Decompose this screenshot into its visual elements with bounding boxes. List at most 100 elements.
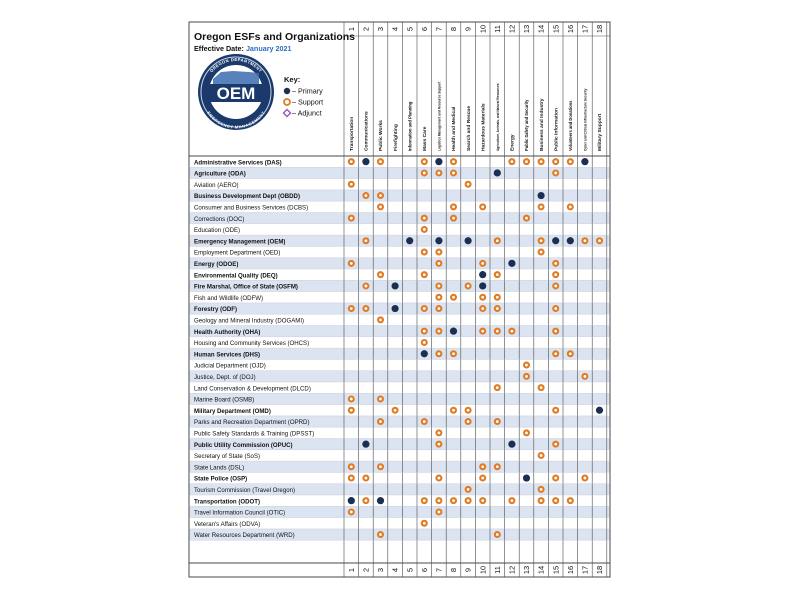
support-mark-center (481, 499, 485, 503)
esf-number-footer: 2 (362, 568, 371, 572)
organization-name: Tourism Commission (Travel Oregon) (194, 487, 295, 494)
support-mark-center (554, 273, 558, 277)
esf-number-footer: 8 (449, 568, 458, 572)
support-mark-center (437, 442, 441, 446)
support-mark-center (495, 273, 499, 277)
support-mark-center (364, 194, 368, 197)
support-mark-center (554, 284, 558, 288)
support-mark-center (495, 533, 499, 536)
support-mark-center (466, 182, 470, 186)
esf-number-footer: 4 (391, 568, 400, 572)
support-mark-center (452, 216, 455, 220)
row-stripe (189, 370, 610, 382)
row-stripe (189, 167, 610, 179)
primary-mark (449, 327, 458, 335)
support-mark-center (379, 205, 382, 209)
support-mark-center (554, 499, 558, 503)
primary-mark (391, 282, 399, 290)
support-mark-center (437, 352, 441, 356)
esf-number-footer: 11 (493, 566, 502, 574)
esf-number-footer: 18 (595, 566, 604, 574)
support-mark-center (452, 499, 455, 503)
esf-name-header: Volunteers and Donations (568, 100, 573, 151)
organization-name: Fire Marshal, Office of State (OSFM) (194, 284, 298, 291)
esf-number-header: 11 (493, 25, 502, 33)
support-mark-center (583, 476, 587, 480)
support-mark-center (437, 261, 441, 265)
support-mark-center (364, 499, 368, 503)
support-mark-center (466, 408, 470, 412)
support-mark-center (568, 499, 572, 503)
esf-number-header: 14 (537, 25, 546, 33)
primary-mark (566, 237, 574, 245)
support-mark-center (364, 476, 368, 480)
esf-name-header: Public Information (553, 108, 559, 151)
support-mark-center (379, 194, 382, 197)
organization-name: Energy (ODOE) (194, 261, 238, 268)
support-mark-center (437, 295, 441, 299)
key-primary-label: – Primary (292, 87, 323, 96)
support-mark-center (554, 352, 558, 356)
organization-name: Housing and Community Services (OHCS) (194, 340, 309, 347)
support-mark-center (379, 318, 382, 322)
support-mark-center (437, 171, 441, 175)
logo-wordmark: OEM (217, 84, 256, 103)
support-mark-center (481, 261, 485, 265)
support-mark-center (452, 171, 455, 175)
support-mark-center (379, 420, 382, 423)
esf-number-header: 16 (566, 25, 575, 33)
support-mark-center (481, 205, 485, 209)
row-stripe (189, 302, 610, 315)
support-mark-center (364, 307, 368, 310)
support-mark-center (452, 205, 455, 209)
support-mark-center (495, 465, 499, 469)
primary-mark (522, 474, 531, 482)
support-mark-center (554, 442, 558, 446)
support-mark-center (539, 239, 543, 243)
support-mark-center (525, 431, 528, 435)
esf-number-header: 3 (376, 27, 385, 31)
esf-name-header: Mass Care (422, 126, 428, 151)
support-mark-center (481, 329, 485, 333)
support-mark-center (554, 160, 558, 164)
support-mark-center (539, 386, 543, 390)
esf-number-footer: 14 (537, 566, 546, 574)
support-mark-center (437, 329, 441, 333)
esf-number-header: 8 (449, 27, 458, 31)
organization-name: Land Conservation & Development (DLCD) (194, 385, 311, 392)
support-mark-center (554, 476, 558, 480)
support-mark-center (422, 420, 426, 423)
support-mark-center (349, 216, 353, 220)
primary-mark (347, 497, 355, 505)
support-mark-center (568, 352, 572, 356)
support-mark-center (379, 533, 382, 536)
support-mark-center (349, 160, 353, 164)
primary-mark (508, 259, 516, 267)
esf-name-header: Logistics Management and Resource Suppor… (438, 81, 442, 151)
esf-name-header: Military Support (597, 113, 603, 151)
support-mark-center (539, 205, 543, 209)
organization-name: Military Department (OMD) (194, 408, 271, 415)
oem-logo: OEM OREGON DEPARTMENT EMERGENCY MANAGEME… (198, 54, 274, 130)
support-mark-center (525, 160, 528, 164)
support-mark-center (466, 487, 470, 491)
row-stripe (189, 483, 610, 495)
organization-name: Parks and Recreation Department (OPRD) (194, 419, 310, 426)
support-mark-center (539, 250, 543, 254)
support-mark-center (554, 307, 558, 310)
table-grid (188, 21, 611, 578)
support-mark-center (495, 307, 499, 310)
support-mark-center (452, 160, 455, 164)
support-mark-center (349, 261, 353, 265)
support-mark-center (422, 341, 426, 344)
row-stripe (189, 257, 610, 269)
page-title: Oregon ESFs and Organizations (194, 31, 355, 43)
primary-mark (581, 158, 589, 166)
support-mark-center (437, 307, 441, 310)
esf-number-footer: 6 (420, 568, 429, 572)
esf-number-footer: 10 (478, 566, 487, 574)
organization-name: Travel Information Council (OTIC) (194, 510, 285, 517)
row-stripe (189, 325, 610, 337)
esf-number-footer: 15 (551, 566, 560, 574)
